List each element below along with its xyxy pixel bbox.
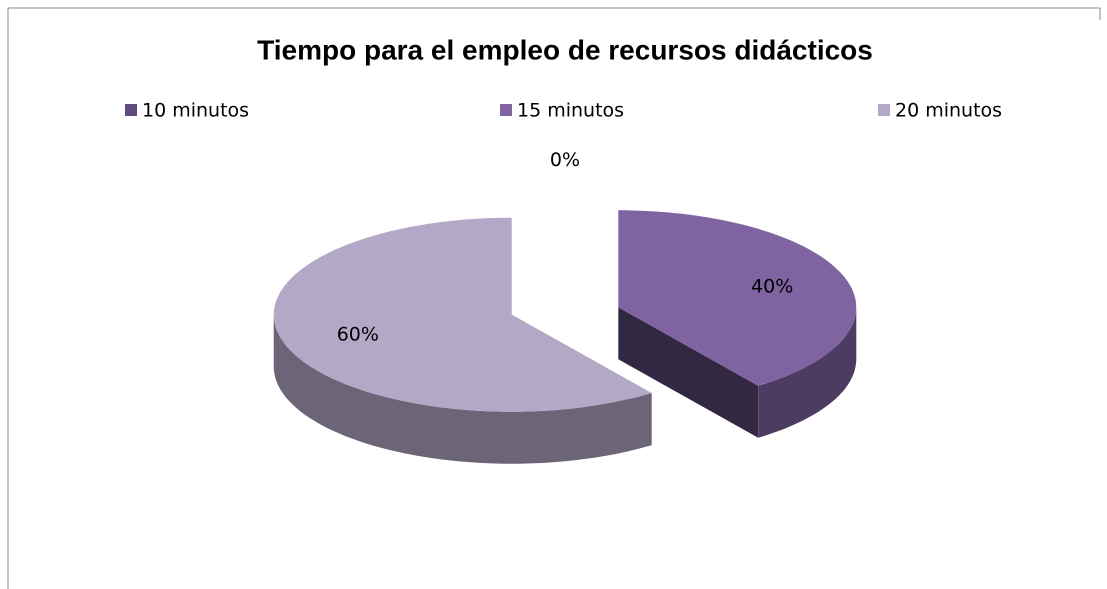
legend-label: 15 minutos <box>517 100 624 122</box>
chart-title: Tiempo para el empleo de recursos didáct… <box>257 34 873 65</box>
chart-border <box>7 7 1101 589</box>
slice-side <box>618 307 759 438</box>
legend-swatch <box>878 104 890 116</box>
data-label: 60% <box>337 324 379 346</box>
data-label: 40% <box>751 275 793 297</box>
legend-swatch <box>500 104 512 116</box>
slice-wall <box>273 314 652 464</box>
slice-wall <box>758 307 857 438</box>
legend-label: 20 minutos <box>895 100 1002 122</box>
slice <box>273 217 652 412</box>
data-label: 0% <box>550 149 580 171</box>
slice <box>618 210 857 386</box>
legend-swatch <box>125 104 137 116</box>
legend-label: 10 minutos <box>142 100 249 122</box>
